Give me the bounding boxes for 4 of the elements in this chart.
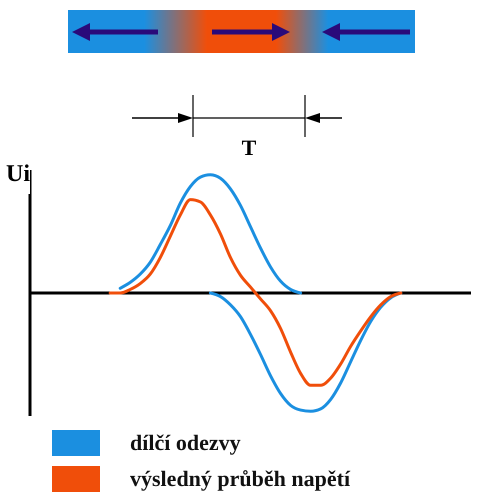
legend-label: dílčí odezvy: [130, 430, 241, 456]
legend-label: výsledný průběh napětí: [130, 466, 350, 492]
y-axis-title: Ui: [6, 160, 30, 194]
text: T: [242, 135, 257, 160]
